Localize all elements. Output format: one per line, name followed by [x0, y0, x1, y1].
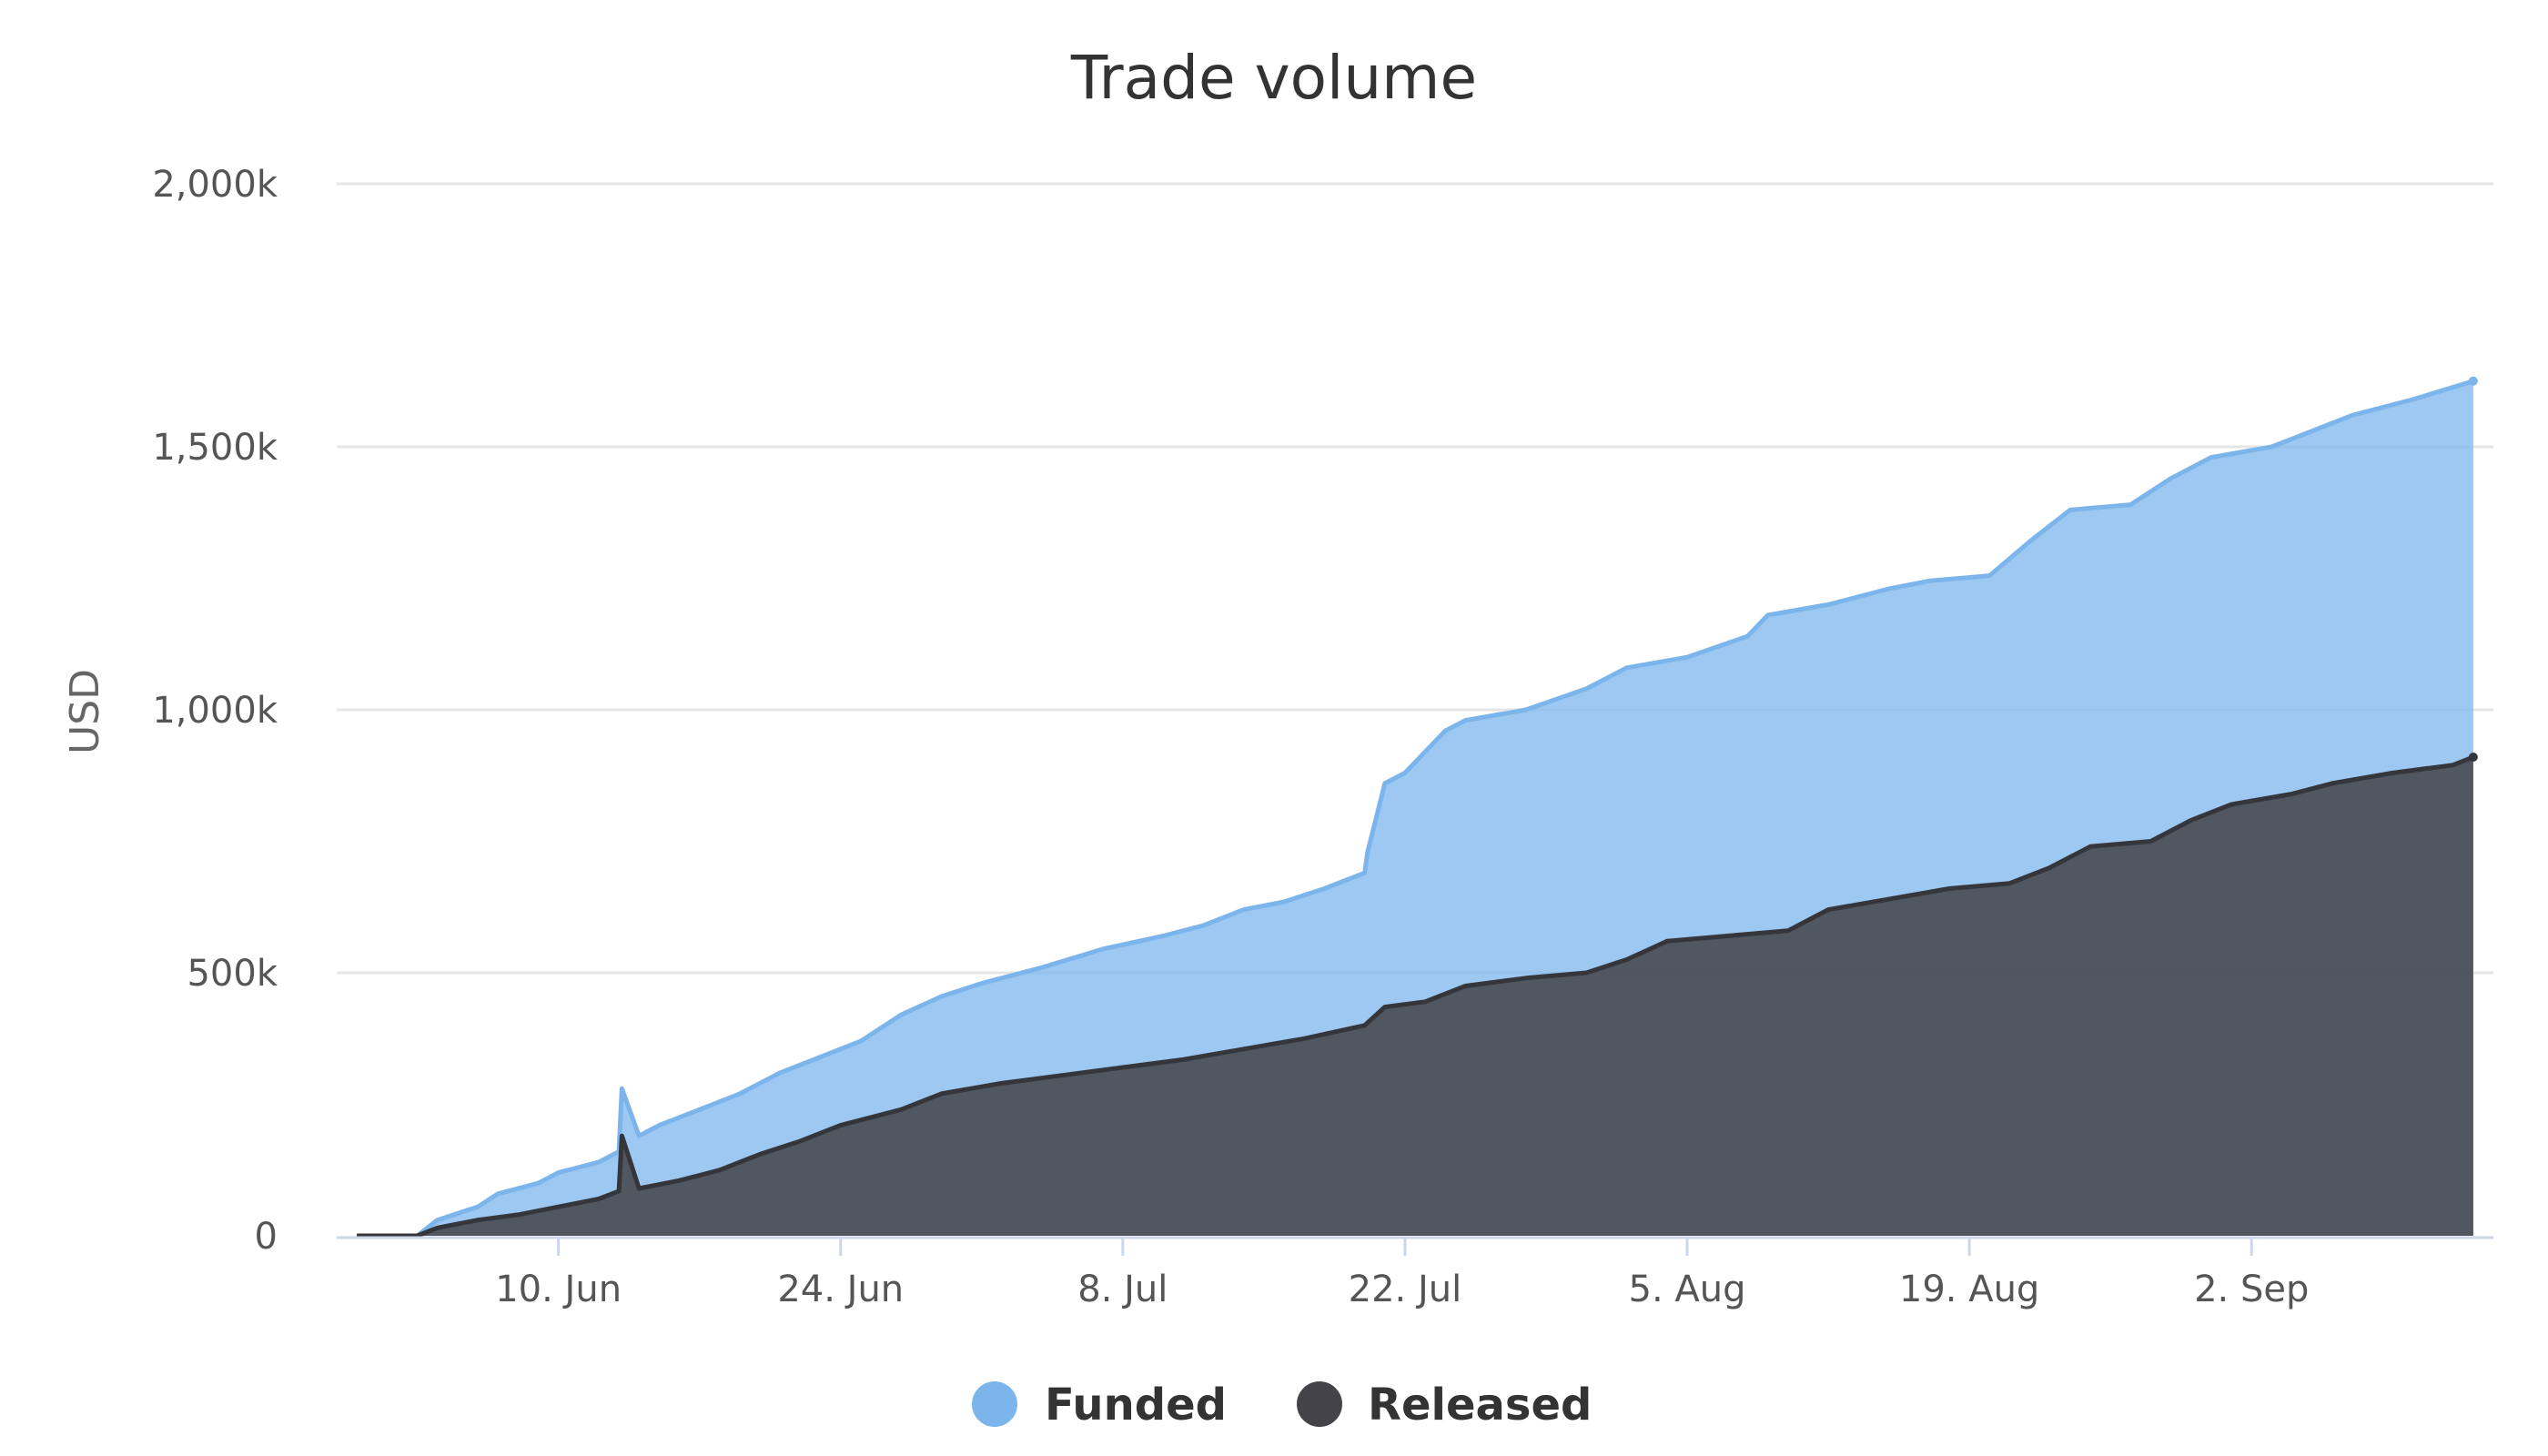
- legend-item-funded[interactable]: Funded: [972, 1380, 1227, 1431]
- legend-marker-released: [1297, 1381, 1342, 1427]
- chart-title: Trade volume: [1070, 43, 1477, 113]
- y-tick-label: 0: [255, 1216, 278, 1258]
- y-axis-title: USD: [62, 669, 108, 754]
- released-line: [357, 754, 2474, 1239]
- y-tick-label: 500k: [187, 953, 278, 995]
- legend-label-released: Released: [1368, 1380, 1592, 1431]
- x-tick-label: 5. Aug: [1629, 1269, 1746, 1310]
- series-areas: [357, 376, 2478, 1239]
- legend-label-funded: Funded: [1045, 1380, 1227, 1431]
- released-end-point: [2468, 753, 2478, 763]
- axes: 0 500k 1,000k 1,500k 2,000k 10. Jun 24. Jun 8. …: [152, 164, 2493, 1310]
- funded-end-point: [2468, 376, 2478, 386]
- legend[interactable]: Funded Released: [972, 1380, 1592, 1431]
- x-tick-label: 2. Sep: [2194, 1269, 2309, 1310]
- legend-item-released[interactable]: Released: [1297, 1380, 1592, 1431]
- legend-marker-funded: [972, 1381, 1017, 1427]
- x-tick-label: 24. Jun: [777, 1269, 904, 1310]
- x-tick-label: 8. Jul: [1077, 1269, 1168, 1310]
- funded-line: [357, 379, 2474, 1239]
- x-tick-label: 10. Jun: [495, 1269, 622, 1310]
- y-tick-label: 1,500k: [152, 427, 278, 469]
- x-tick-label: 22. Jul: [1349, 1269, 1462, 1310]
- x-tick-label: 19. Aug: [1899, 1269, 2039, 1310]
- y-tick-label: 1,000k: [152, 690, 278, 732]
- y-tick-label: 2,000k: [152, 164, 278, 206]
- released-area: [357, 757, 2473, 1236]
